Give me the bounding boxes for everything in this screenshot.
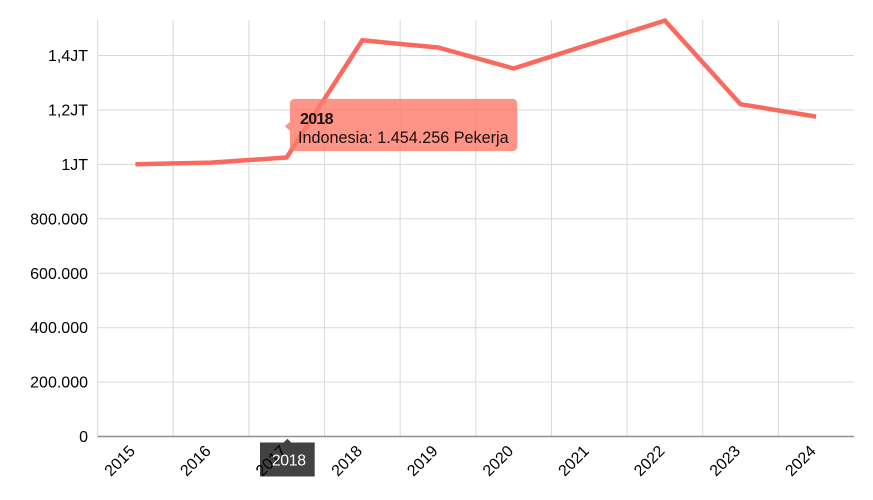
svg-text:400.000: 400.000 bbox=[30, 320, 88, 337]
svg-text:800.000: 800.000 bbox=[30, 211, 88, 228]
svg-text:Indonesia: 1.454.256 Pekerja: Indonesia: 1.454.256 Pekerja bbox=[298, 129, 509, 147]
svg-text:1,2JT: 1,2JT bbox=[48, 102, 88, 119]
svg-text:1JT: 1JT bbox=[61, 157, 88, 174]
svg-text:2018: 2018 bbox=[272, 452, 306, 469]
svg-text:600.000: 600.000 bbox=[30, 266, 88, 283]
svg-text:2018: 2018 bbox=[300, 111, 334, 128]
svg-text:200.000: 200.000 bbox=[30, 375, 88, 392]
svg-text:1,4JT: 1,4JT bbox=[48, 48, 88, 65]
svg-text:0: 0 bbox=[79, 429, 88, 446]
